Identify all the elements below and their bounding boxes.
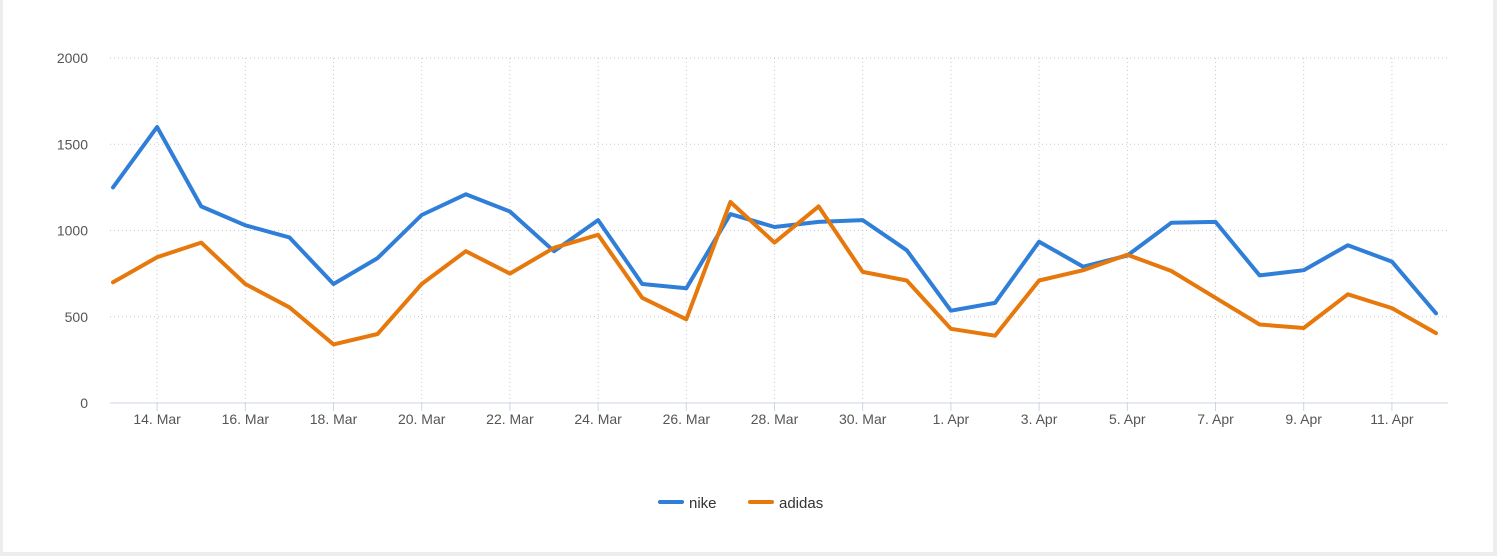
y-tick-label: 1000 xyxy=(57,223,88,239)
x-tick-label: 16. Mar xyxy=(222,411,270,427)
x-tick-label: 14. Mar xyxy=(133,411,181,427)
series-line-nike xyxy=(111,125,1438,316)
y-tick-label: 0 xyxy=(80,395,88,411)
x-tick-label: 26. Mar xyxy=(663,411,711,427)
line-chart: 0 500 1000 1500 2000 14. Mar 16. Mar 18. Mar 20.… xyxy=(57,50,1448,512)
x-tick-label: 24. Mar xyxy=(574,411,622,427)
legend-label-nike: nike xyxy=(689,495,717,512)
x-tick-label: 20. Mar xyxy=(398,411,446,427)
series-line-adidas xyxy=(111,200,1438,347)
x-tick-label: 18. Mar xyxy=(310,411,358,427)
y-tick-label: 500 xyxy=(65,309,89,325)
y-tick-label: 2000 xyxy=(57,50,88,66)
x-tick-label: 30. Mar xyxy=(839,411,887,427)
x-tick-label: 22. Mar xyxy=(486,411,534,427)
chart-panel: 0 500 1000 1500 2000 14. Mar 16. Mar 18. Mar 20.… xyxy=(3,0,1493,552)
x-tick-label: 28. Mar xyxy=(751,411,799,427)
x-tick-label: 11. Apr xyxy=(1370,411,1414,427)
y-tick-label: 1500 xyxy=(57,136,88,152)
x-tick-label: 3. Apr xyxy=(1021,411,1058,427)
legend-label-adidas: adidas xyxy=(779,495,823,512)
x-tick-label: 5. Apr xyxy=(1109,411,1146,427)
x-tick-label: 1. Apr xyxy=(933,411,970,427)
x-tick-label: 7. Apr xyxy=(1197,411,1234,427)
x-tick-label: 9. Apr xyxy=(1285,411,1322,427)
